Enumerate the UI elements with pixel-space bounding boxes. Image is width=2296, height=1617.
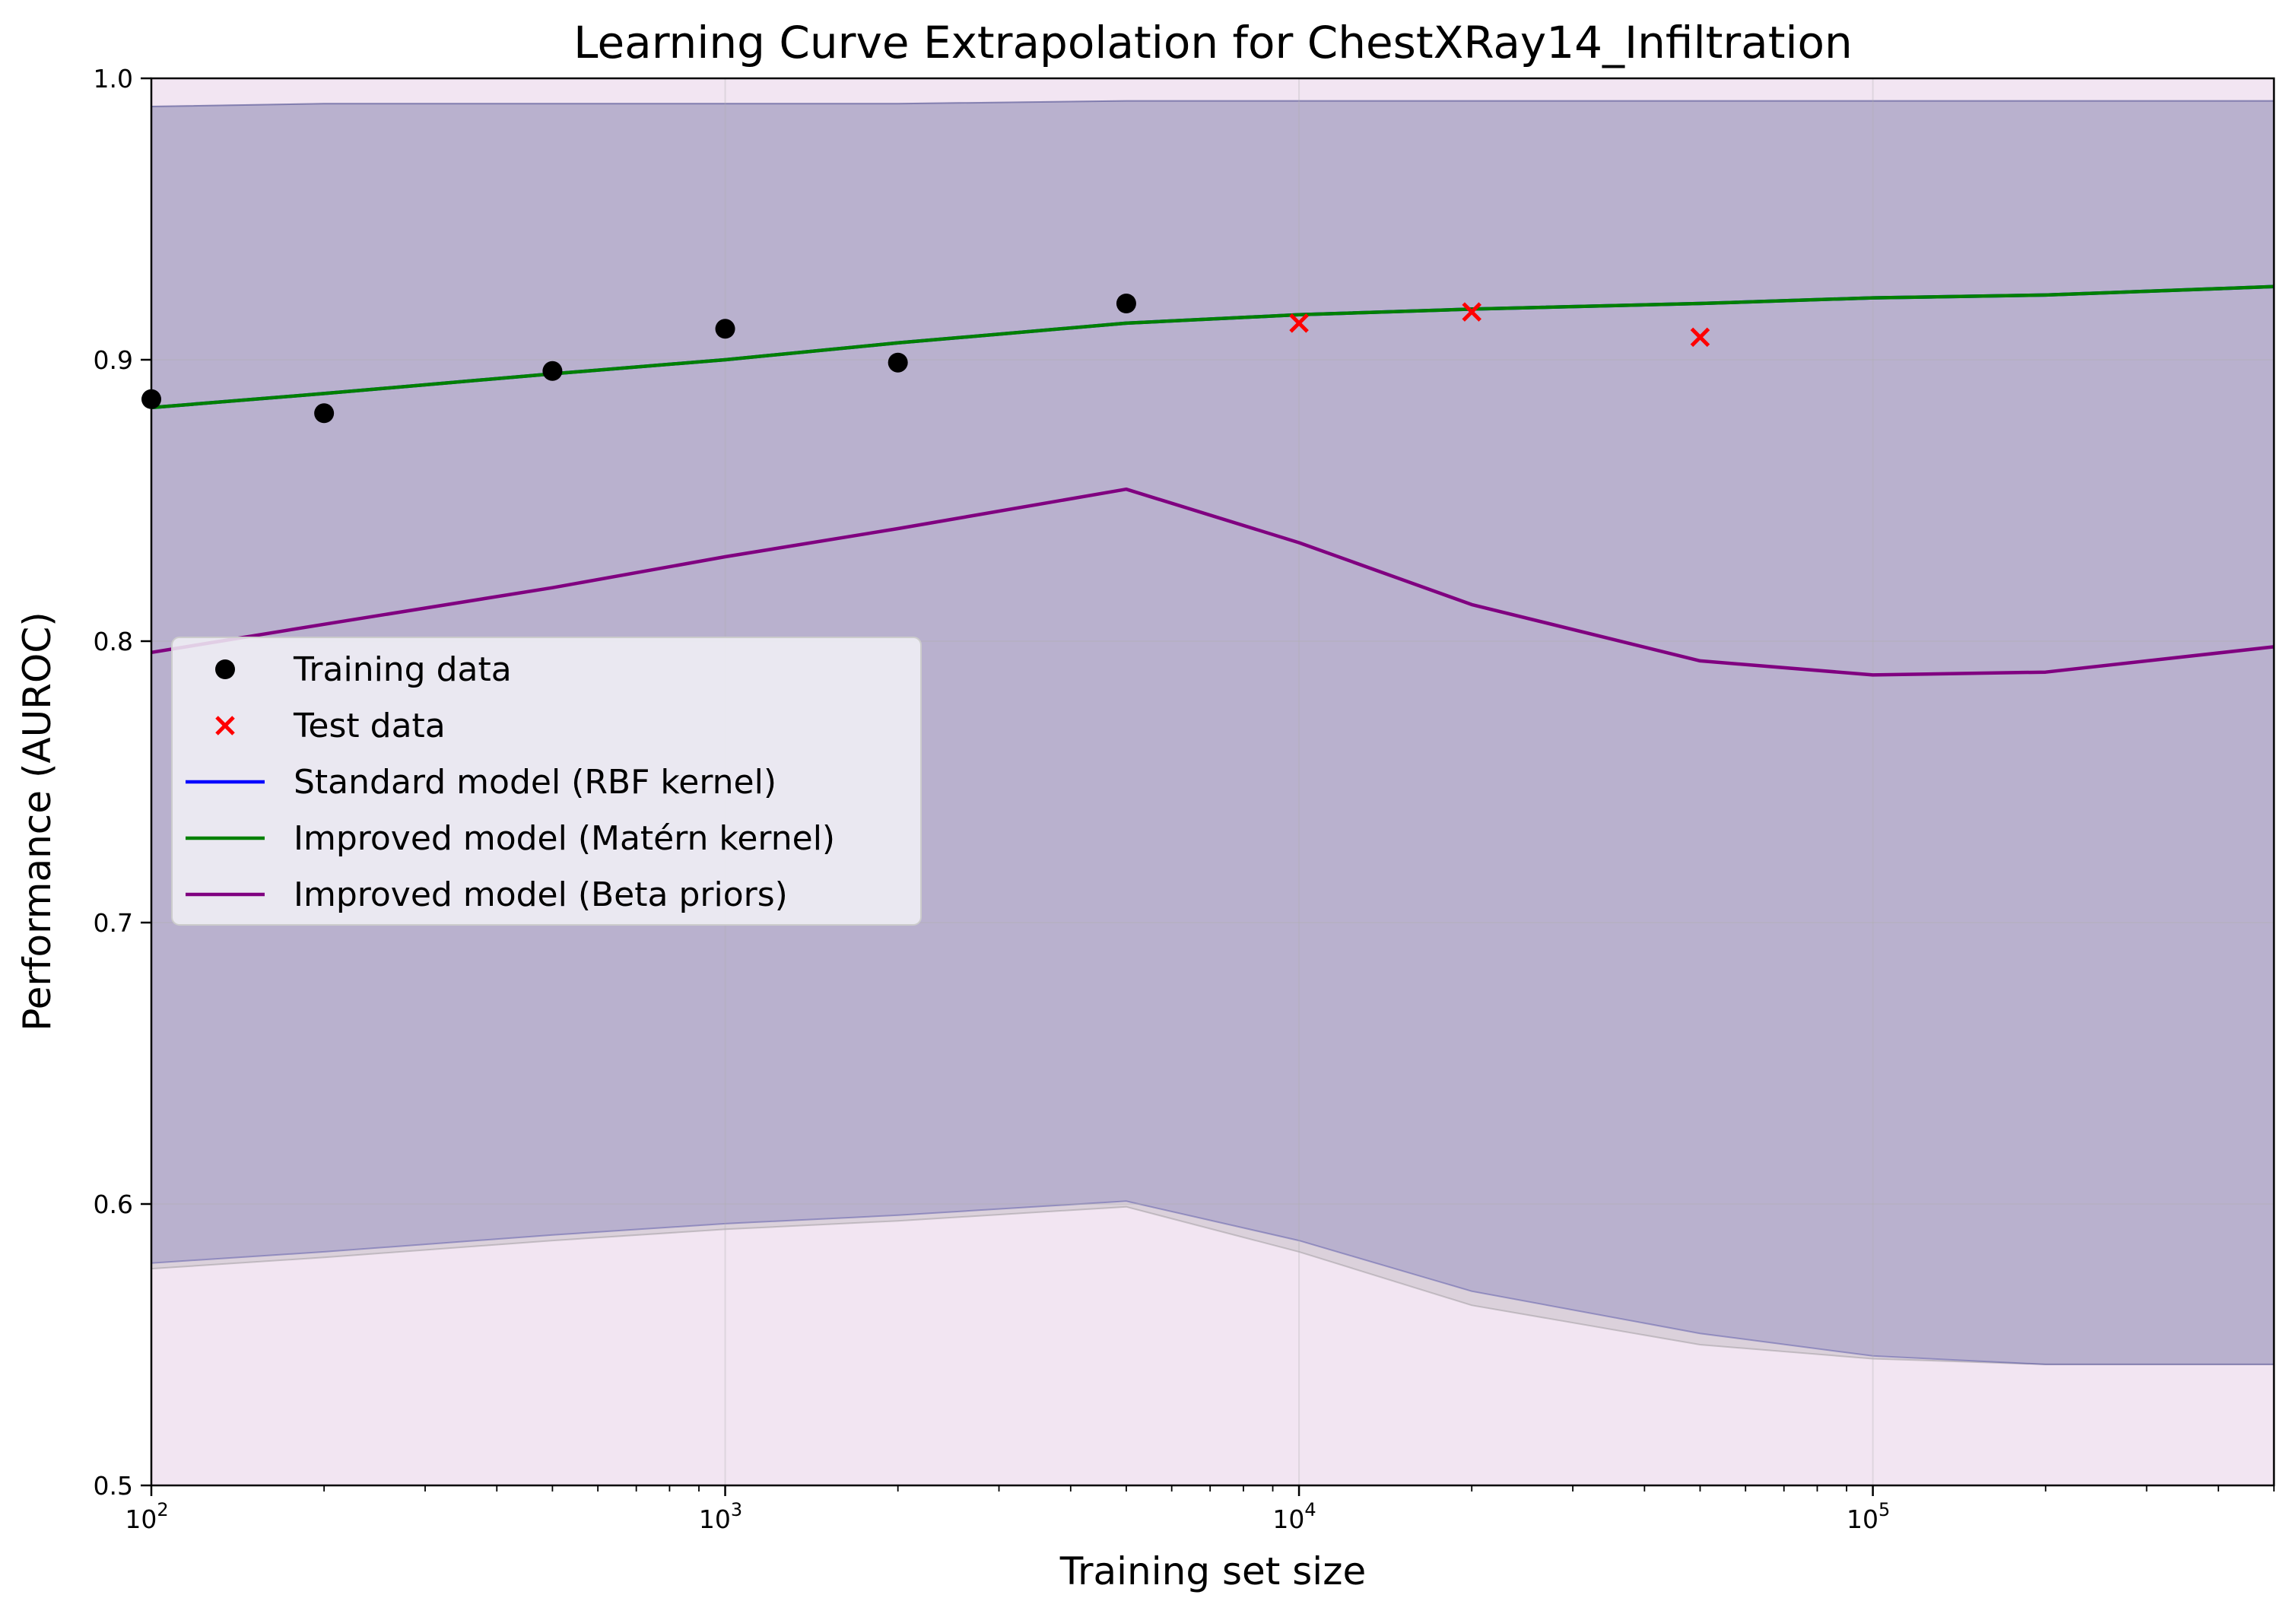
- legend-label: Improved model (Matérn kernel): [294, 819, 835, 858]
- series-points: [141, 294, 1710, 424]
- test-marker-stroke: [1462, 302, 1481, 322]
- y-tick-label: 0.8: [94, 627, 133, 656]
- legend-item-standard-model-rbf-kernel: Standard model (RBF kernel): [186, 763, 776, 802]
- legend-marker: [215, 659, 235, 679]
- x-axis-label: Training set size: [1059, 1549, 1366, 1593]
- training-data-point: [314, 403, 335, 424]
- x-tick-exponent: 5: [1878, 1499, 1890, 1520]
- training-data-point: [888, 352, 908, 373]
- legend-box: [171, 637, 922, 926]
- y-tick-label: 1.0: [94, 64, 133, 94]
- legend-item-improved-model-beta-priors: Improved model (Beta priors): [186, 875, 788, 914]
- series-lines: [151, 284, 2275, 677]
- legend-item-test-data: Test data: [215, 707, 446, 745]
- series-line-improved-model-beta-priors: [151, 487, 2275, 677]
- legend: Training data Test data Standard model (RB…: [171, 637, 922, 926]
- x-tick-exponent: 3: [731, 1499, 742, 1520]
- training-data-point: [715, 319, 735, 339]
- confidence-bands: [151, 78, 2275, 1486]
- series-line-improved-model-mat-rn-kernel: [151, 284, 2275, 410]
- test-marker-stroke: [1289, 313, 1309, 333]
- y-axis: 0.5 0.6 0.7 0.8 0.9 1.0: [94, 64, 151, 1501]
- y-tick-label: 0.7: [94, 908, 133, 938]
- legend-label: Test data: [293, 707, 446, 745]
- legend-label: Standard model (RBF kernel): [294, 763, 776, 802]
- training-data-point: [542, 361, 563, 381]
- x-tick-exponent: 2: [157, 1499, 168, 1520]
- y-axis-label: Performance (AUROC): [15, 612, 59, 1031]
- chart-title: Learning Curve Extrapolation for ChestXR…: [573, 17, 1853, 68]
- y-tick-label: 0.6: [94, 1190, 133, 1219]
- legend-label: Improved model (Beta priors): [294, 875, 788, 914]
- plot-frame: [150, 77, 2275, 1487]
- plot-area: [141, 77, 2275, 1487]
- legend-label: Training data: [293, 650, 512, 689]
- legend-marker-stroke: [215, 716, 235, 735]
- test-data-point: [1690, 327, 1710, 348]
- test-data-point: [1289, 313, 1309, 333]
- y-tick-label: 0.9: [94, 345, 133, 375]
- training-data-point: [1116, 294, 1136, 313]
- legend-item-improved-model-mat-rn-kernel: Improved model (Matérn kernel): [186, 819, 835, 858]
- test-marker-stroke: [1690, 327, 1710, 348]
- x-tick-exponent: 4: [1304, 1499, 1316, 1520]
- legend-item-training-data: Training data: [215, 650, 512, 689]
- x-axis: 102 103 104 105: [125, 1485, 2275, 1534]
- legend-items: Training data Test data Standard model (RB…: [186, 650, 835, 914]
- x-tick-label: 105: [1847, 1499, 1890, 1534]
- test-data-point: [1462, 302, 1481, 322]
- y-tick-label: 0.5: [94, 1471, 133, 1501]
